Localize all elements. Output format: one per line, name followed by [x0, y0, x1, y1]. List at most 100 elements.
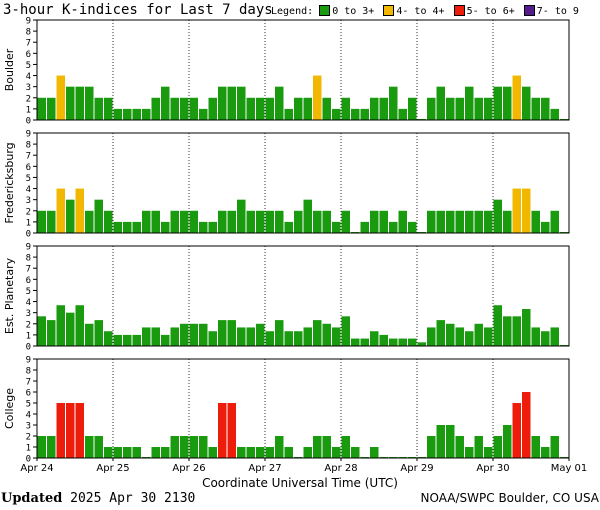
- k-index-bar: [85, 436, 94, 458]
- k-index-bar: [218, 403, 227, 458]
- k-index-bar: [104, 210, 113, 233]
- k-index-bar: [189, 97, 198, 120]
- k-index-bar: [180, 436, 189, 458]
- k-index-bar: [503, 425, 512, 458]
- panel-ylabel: Est. Planetary: [3, 257, 16, 334]
- k-index-bar: [531, 436, 540, 458]
- k-index-bar: [208, 97, 217, 120]
- k-index-bar: [522, 309, 531, 346]
- k-index-bar: [446, 425, 455, 458]
- k-index-bar: [75, 188, 84, 233]
- k-index-bar: [265, 331, 274, 346]
- k-index-bar: [208, 331, 217, 346]
- y-tick-label: 6: [26, 389, 31, 399]
- k-index-bar: [66, 403, 75, 458]
- k-index-bar: [493, 86, 502, 120]
- k-index-bar: [427, 436, 436, 458]
- k-index-bar: [313, 75, 322, 120]
- k-index-bar: [218, 210, 227, 233]
- k-index-bar: [436, 210, 445, 233]
- k-index-bar: [208, 221, 217, 233]
- k-index-bar: [265, 447, 274, 458]
- k-index-bar: [56, 75, 65, 120]
- k-index-bar: [455, 97, 464, 120]
- x-tick-label: Apr 24: [20, 463, 53, 474]
- k-index-bar: [294, 331, 303, 346]
- panel-ylabel: College: [3, 388, 16, 429]
- legend-item-storm: 5- to 6+: [453, 5, 515, 17]
- k-index-bar: [436, 425, 445, 458]
- k-index-bar: [493, 436, 502, 458]
- k-index-bar: [227, 210, 236, 233]
- k-index-bar: [104, 331, 113, 346]
- k-index-bar: [522, 392, 531, 458]
- chart-title: 3-hour K-indices for Last 7 days: [3, 2, 273, 18]
- k-index-bar: [113, 334, 122, 346]
- k-index-bar: [113, 447, 122, 458]
- x-axis-title: Coordinate Universal Time (UTC): [202, 476, 398, 490]
- y-tick-label: 9: [26, 243, 31, 253]
- k-index-bar: [227, 403, 236, 458]
- k-index-bar: [275, 86, 284, 120]
- k-index-bar: [408, 221, 417, 233]
- k-index-bar: [142, 108, 151, 120]
- k-index-bar: [436, 86, 445, 120]
- k-index-bar: [284, 221, 293, 233]
- k-index-bar: [436, 320, 445, 346]
- k-index-bar: [294, 210, 303, 233]
- k-index-bar: [170, 327, 179, 346]
- k-index-bar: [94, 436, 103, 458]
- k-index-bar: [303, 97, 312, 120]
- k-index-bar: [237, 199, 246, 233]
- legend-item-severe: 7- to 9: [523, 5, 579, 17]
- k-index-bar: [85, 86, 94, 120]
- k-index-bar: [341, 316, 350, 346]
- legend-text: 7- to 9: [536, 6, 579, 17]
- panel-background: [37, 359, 569, 458]
- k-index-bar: [313, 320, 322, 346]
- k-index-bar: [465, 86, 474, 120]
- k-index-bar: [332, 108, 341, 120]
- k-index-bar: [284, 331, 293, 346]
- k-index-bar: [550, 210, 559, 233]
- k-index-bar: [123, 108, 132, 120]
- y-tick-label: 8: [26, 28, 31, 38]
- legend-swatch-yellow: [383, 5, 395, 16]
- k-index-bar: [227, 320, 236, 346]
- k-index-bar: [85, 210, 94, 233]
- k-index-bar: [379, 97, 388, 120]
- k-index-bar: [246, 97, 255, 120]
- k-index-bar: [541, 221, 550, 233]
- k-index-bar: [56, 305, 65, 346]
- k-index-bar: [189, 210, 198, 233]
- y-tick-label: 5: [26, 400, 31, 410]
- k-index-bar: [37, 436, 46, 458]
- y-tick-label: 1: [26, 218, 31, 228]
- k-index-bar: [503, 86, 512, 120]
- y-tick-label: 4: [26, 411, 31, 421]
- y-tick-label: 9: [26, 130, 31, 140]
- k-index-bar: [474, 210, 483, 233]
- k-index-bar: [37, 97, 46, 120]
- y-tick-label: 7: [26, 152, 31, 162]
- k-index-bar: [180, 323, 189, 346]
- y-tick-label: 5: [26, 61, 31, 71]
- k-index-bar: [503, 316, 512, 346]
- y-tick-label: 5: [26, 174, 31, 184]
- panel-ylabel: Boulder: [3, 48, 16, 91]
- k-index-bar: [408, 97, 417, 120]
- k-index-bar: [446, 210, 455, 233]
- x-tick-label: Apr 30: [476, 463, 509, 474]
- y-tick-label: 2: [26, 94, 31, 104]
- k-index-bar: [85, 323, 94, 346]
- y-tick-label: 4: [26, 72, 31, 82]
- legend-text: 4- to 4+: [396, 6, 445, 17]
- k-index-bar: [66, 199, 75, 233]
- k-index-bar: [370, 210, 379, 233]
- k-index-bar: [256, 447, 265, 458]
- k-index-bar: [512, 316, 521, 346]
- k-index-bar: [199, 221, 208, 233]
- k-index-bar: [104, 97, 113, 120]
- k-index-bar: [522, 188, 531, 233]
- k-index-bar: [294, 97, 303, 120]
